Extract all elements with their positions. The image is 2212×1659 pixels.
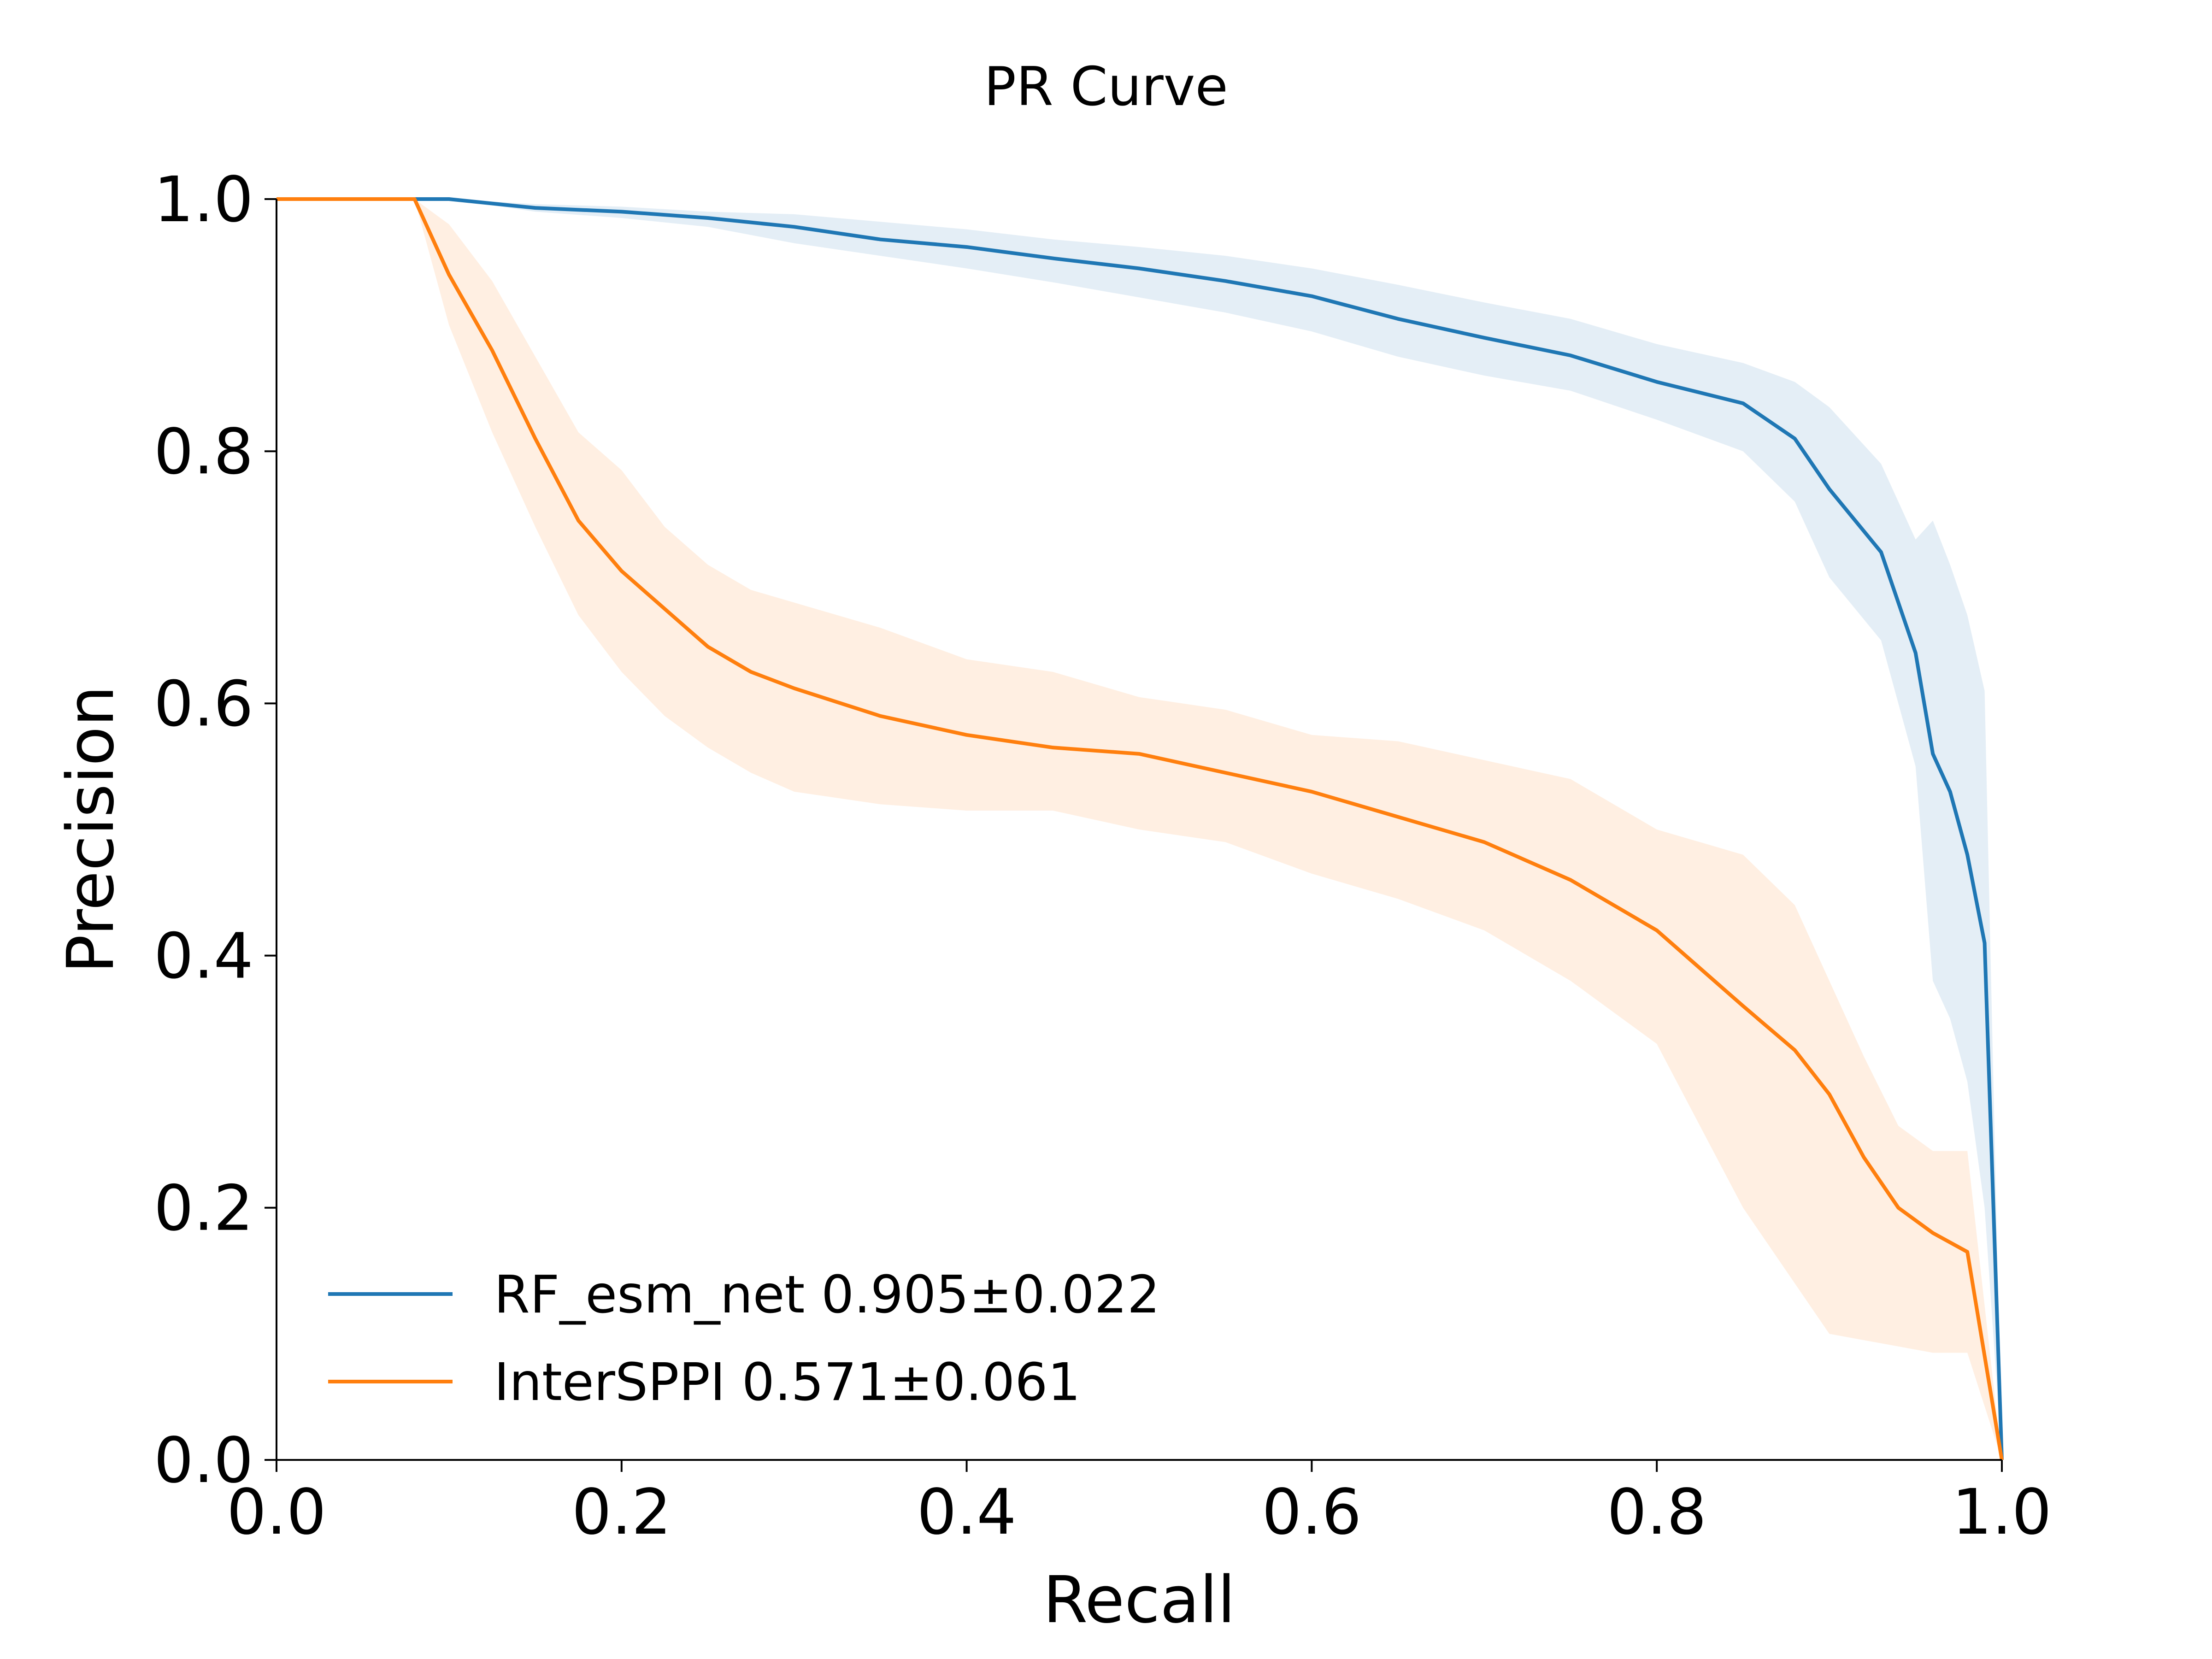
y-tick-label: 1.0 xyxy=(154,164,253,236)
series-0-line xyxy=(276,197,2004,1460)
confidence-bands xyxy=(276,199,2002,1460)
x-tick-label: 0.4 xyxy=(917,1476,1016,1549)
x-tick-label: 0.2 xyxy=(572,1476,671,1549)
y-tick-label: 0.4 xyxy=(154,920,253,993)
series-1-line xyxy=(276,197,2004,1460)
axes xyxy=(276,199,2002,1461)
legend: RF_esm_net 0.905±0.022 InterSPPI 0.571±0.… xyxy=(328,1265,1160,1412)
series-1-band xyxy=(276,199,2002,1460)
y-tick-label: 0.0 xyxy=(154,1424,253,1497)
legend-label-0: RF_esm_net 0.905±0.022 xyxy=(494,1265,1160,1325)
x-axis-label: Recall xyxy=(1043,1563,1235,1638)
chart-title: PR Curve xyxy=(984,56,1228,118)
y-axis-label: Precision xyxy=(53,686,129,974)
x-tick-label: 1.0 xyxy=(1952,1476,2052,1549)
y-tick-label: 0.8 xyxy=(154,416,253,488)
y-ticks: 0.0 0.2 0.4 0.6 0.8 1.0 xyxy=(154,164,276,1497)
x-ticks: 0.0 0.2 0.4 0.6 0.8 1.0 xyxy=(227,1460,2052,1549)
legend-label-1: InterSPPI 0.571±0.061 xyxy=(494,1353,1081,1412)
x-tick-label: 0.0 xyxy=(227,1476,326,1549)
x-tick-label: 0.8 xyxy=(1607,1476,1706,1549)
series-lines xyxy=(276,197,2004,1460)
x-tick-label: 0.6 xyxy=(1262,1476,1361,1549)
y-tick-label: 0.2 xyxy=(154,1172,253,1245)
y-tick-label: 0.6 xyxy=(154,668,253,741)
